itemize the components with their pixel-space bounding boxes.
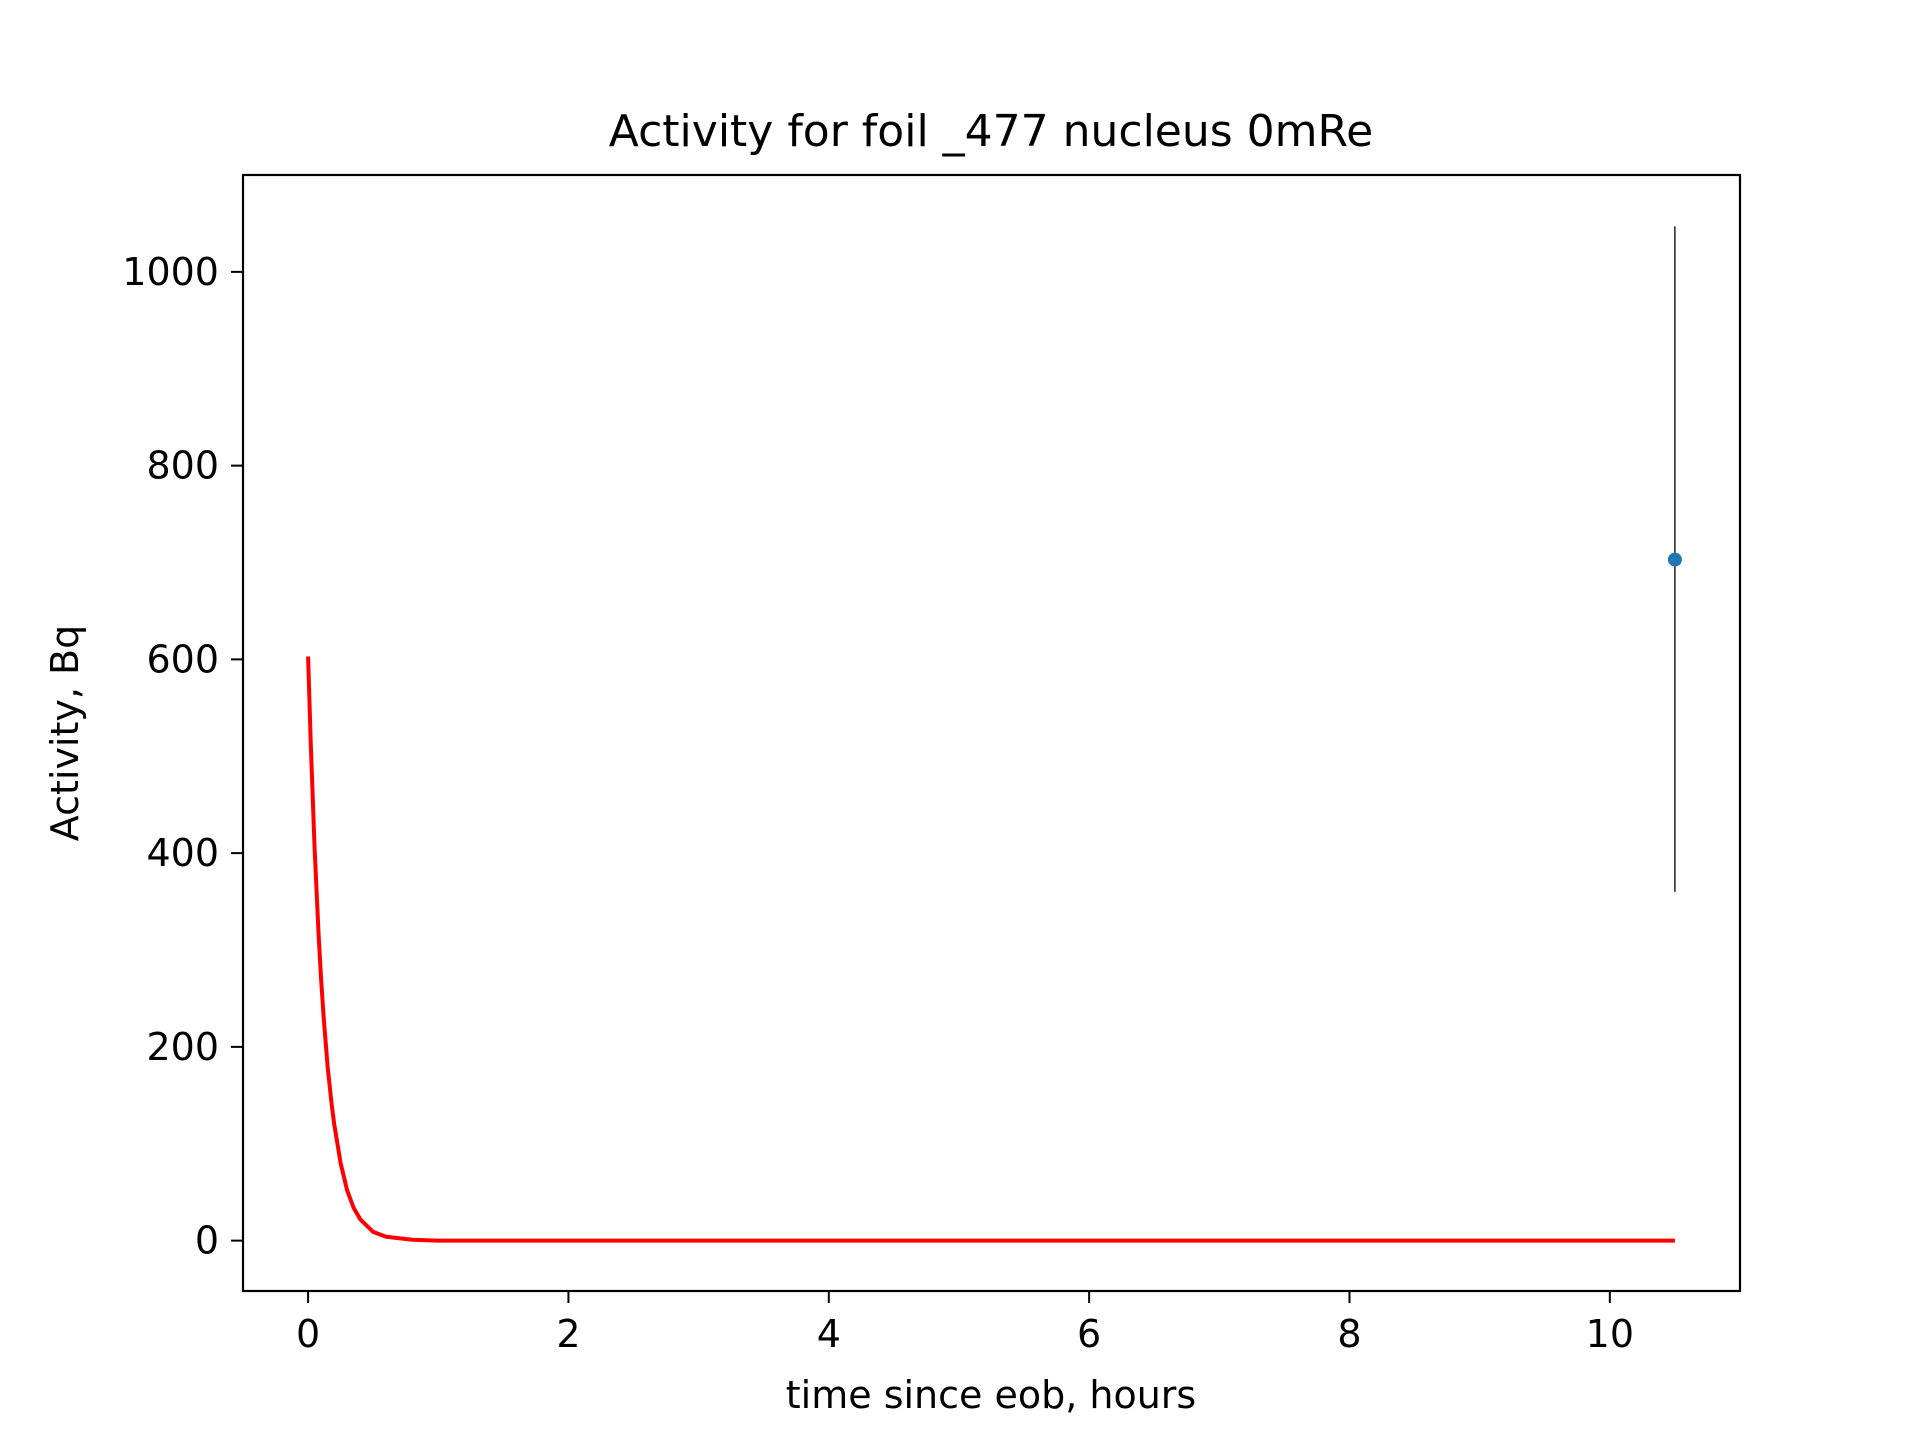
x-axis-label: time since eob, hours	[786, 1373, 1196, 1417]
plot-area	[306, 226, 1682, 1243]
y-axis: 0 200 400 600 800 1000	[122, 250, 243, 1263]
axes-frame	[241, 173, 1742, 1293]
fit-curve-line	[306, 656, 1675, 1243]
y-tick-label: 200	[146, 1025, 219, 1069]
y-tick-label: 600	[146, 637, 219, 681]
x-tick-label: 6	[1077, 1312, 1101, 1356]
y-axis-label: Activity, Bq	[43, 625, 87, 841]
measurement-point	[1667, 552, 1682, 567]
chart-title: Activity for foil _477 nucleus 0mRe	[609, 106, 1373, 157]
x-axis: 0 2 4 6 8 10	[296, 1291, 1634, 1356]
x-tick-label: 10	[1586, 1312, 1634, 1356]
y-tick-label: 0	[195, 1219, 219, 1263]
y-tick-label: 400	[146, 831, 219, 875]
x-tick-label: 8	[1337, 1312, 1361, 1356]
x-tick-label: 2	[556, 1312, 580, 1356]
y-tick-label: 800	[146, 444, 219, 488]
x-tick-label: 0	[296, 1312, 320, 1356]
y-tick-label: 1000	[122, 250, 219, 294]
x-tick-label: 4	[817, 1312, 841, 1356]
